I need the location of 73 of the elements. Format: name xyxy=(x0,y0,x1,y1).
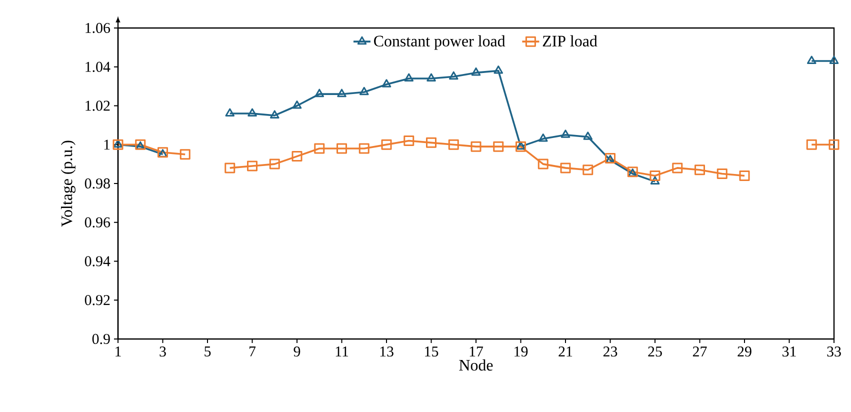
point xyxy=(337,88,346,98)
point xyxy=(829,56,839,64)
point xyxy=(493,141,504,152)
legend-label: ZIP load xyxy=(542,35,598,47)
point xyxy=(270,110,280,118)
point xyxy=(225,108,235,117)
point xyxy=(582,164,594,176)
x-tick-label: 29 xyxy=(738,346,752,357)
x-tick-label: 11 xyxy=(336,346,348,356)
point xyxy=(404,73,414,82)
point xyxy=(672,162,683,174)
point xyxy=(806,139,817,150)
point xyxy=(381,139,392,150)
y-tick-label: 0.96 xyxy=(84,217,110,228)
y-tick-label: 1.04 xyxy=(86,62,110,72)
point xyxy=(494,66,504,74)
point xyxy=(336,143,348,154)
point xyxy=(404,135,414,146)
point xyxy=(358,143,370,154)
y-tick-label: 1.06 xyxy=(86,22,110,34)
point xyxy=(314,88,324,98)
x-tick-label: 5 xyxy=(204,346,211,356)
point xyxy=(382,79,392,88)
point xyxy=(269,158,280,170)
point xyxy=(426,73,436,82)
y-tick-label: 1.02 xyxy=(86,100,110,111)
x-tick-label: 25 xyxy=(648,346,662,357)
point xyxy=(247,160,258,172)
point xyxy=(694,164,706,176)
x-tick-label: 27 xyxy=(692,346,707,356)
point xyxy=(716,168,728,180)
point xyxy=(828,139,840,150)
y-axis-title: Voltage (p.u.) xyxy=(60,140,76,227)
point xyxy=(292,151,302,162)
point xyxy=(470,141,482,152)
point xyxy=(359,86,369,96)
x-tick-label: 19 xyxy=(514,346,528,357)
x-tick-label: 31 xyxy=(782,346,796,357)
point xyxy=(739,170,750,181)
point xyxy=(180,149,190,160)
x-tick-label: 21 xyxy=(558,346,572,356)
point xyxy=(560,162,571,174)
y-tick-label: 0.94 xyxy=(84,256,110,266)
point xyxy=(292,100,302,109)
y-tick-label: 0.9 xyxy=(92,334,110,344)
point xyxy=(224,162,236,174)
point xyxy=(650,176,660,185)
x-tick-label: 23 xyxy=(603,346,618,357)
legend-label: Constant power load xyxy=(374,35,506,50)
x-tick-label: 3 xyxy=(160,346,166,357)
point xyxy=(560,130,570,138)
x-tick-label: 1 xyxy=(116,346,121,356)
point xyxy=(426,137,437,148)
x-tick-label: 15 xyxy=(425,346,438,357)
x-tick-label: 33 xyxy=(827,346,841,357)
point xyxy=(471,67,481,76)
x-tick-label: 9 xyxy=(294,346,300,357)
point xyxy=(538,158,548,170)
point xyxy=(538,134,548,142)
point xyxy=(448,71,458,80)
point xyxy=(448,139,459,150)
point xyxy=(650,170,660,181)
x-axis-title: Node xyxy=(459,359,493,371)
point xyxy=(248,108,257,117)
x-tick-label: 17 xyxy=(470,346,484,356)
point xyxy=(583,132,593,140)
point xyxy=(806,56,816,64)
point xyxy=(314,143,325,154)
x-tick-label: 13 xyxy=(380,346,394,357)
x-tick-label: 7 xyxy=(250,346,256,356)
y-tick-label: 0.92 xyxy=(84,295,110,306)
y-tick-label: 1 xyxy=(104,140,110,150)
y-tick-label: 0.98 xyxy=(84,178,110,189)
